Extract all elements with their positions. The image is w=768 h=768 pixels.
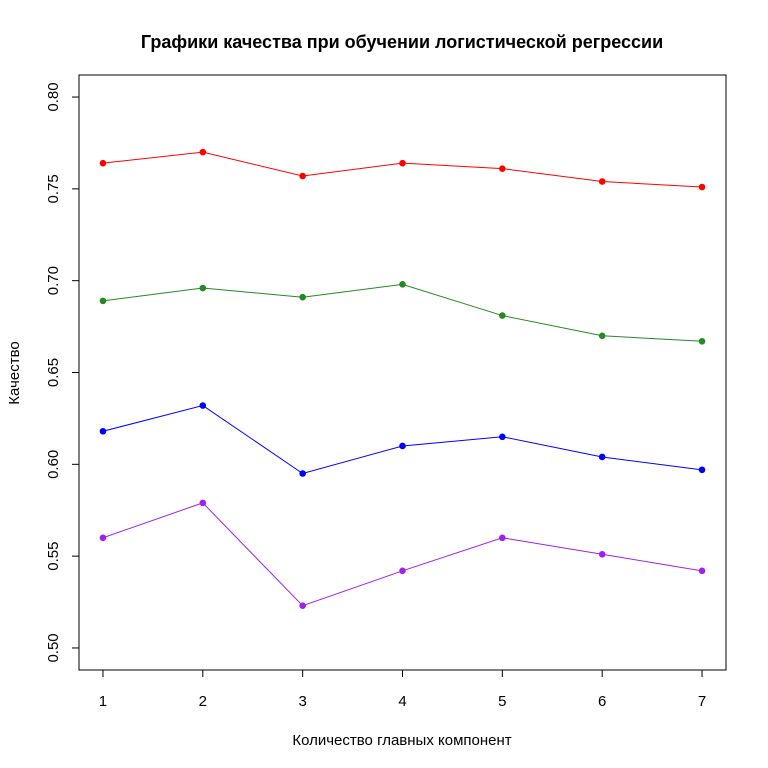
data-point	[698, 183, 706, 191]
x-tick-label: 1	[99, 693, 107, 710]
data-point	[299, 172, 306, 180]
chart-title: Графики качества при обучении логистичес…	[141, 32, 663, 52]
y-axis: 0.50 0.55 0.60 0.65 0.70 0.75 0.80	[45, 82, 79, 663]
y-tick-label: 0.75	[45, 174, 62, 203]
series-line	[102, 283, 703, 342]
series-2	[99, 281, 706, 345]
series-3	[99, 402, 706, 477]
data-point	[598, 551, 606, 558]
series-line	[102, 502, 703, 607]
series-line	[102, 405, 703, 475]
x-tick-label: 3	[298, 693, 306, 710]
series-4	[99, 499, 706, 610]
data-point	[598, 178, 606, 185]
x-tick-label: 2	[199, 693, 207, 710]
data-point	[299, 602, 306, 610]
y-tick-label: 0.60	[45, 450, 62, 479]
data-point	[499, 534, 506, 542]
y-tick-label: 0.80	[45, 82, 62, 111]
data-point	[499, 433, 506, 441]
x-tick-label: 7	[698, 693, 706, 710]
series-line	[102, 151, 703, 188]
data-point	[99, 297, 107, 305]
y-axis-label: Качество	[6, 341, 23, 404]
data-point	[99, 159, 107, 167]
y-tick-label: 0.50	[45, 633, 62, 662]
y-tick-label: 0.55	[45, 542, 62, 571]
data-point	[598, 453, 606, 461]
data-point	[698, 337, 706, 345]
x-tick-label: 6	[598, 693, 606, 710]
y-tick-label: 0.65	[45, 358, 62, 387]
data-point	[199, 148, 207, 156]
data-point	[698, 466, 706, 474]
data-point	[598, 332, 606, 340]
y-tick-label: 0.70	[45, 266, 62, 295]
x-axis-label: Количество главных компонент	[292, 732, 511, 749]
data-point	[499, 312, 506, 319]
data-point	[199, 402, 207, 409]
data-point	[399, 159, 406, 167]
x-tick-label: 5	[498, 693, 506, 710]
data-point	[499, 165, 506, 172]
data-point	[399, 281, 406, 288]
data-point	[199, 284, 207, 292]
data-point	[299, 293, 306, 301]
data-point	[399, 567, 406, 575]
series-layer	[99, 148, 706, 610]
data-point	[199, 499, 207, 507]
series-1	[99, 148, 706, 191]
x-axis: 1 2 3 4 5 6 7	[99, 670, 706, 710]
x-tick-label: 4	[398, 693, 406, 710]
data-point	[399, 442, 406, 450]
data-point	[698, 567, 706, 575]
data-point	[99, 534, 107, 542]
data-point	[99, 427, 107, 435]
data-point	[299, 470, 306, 477]
